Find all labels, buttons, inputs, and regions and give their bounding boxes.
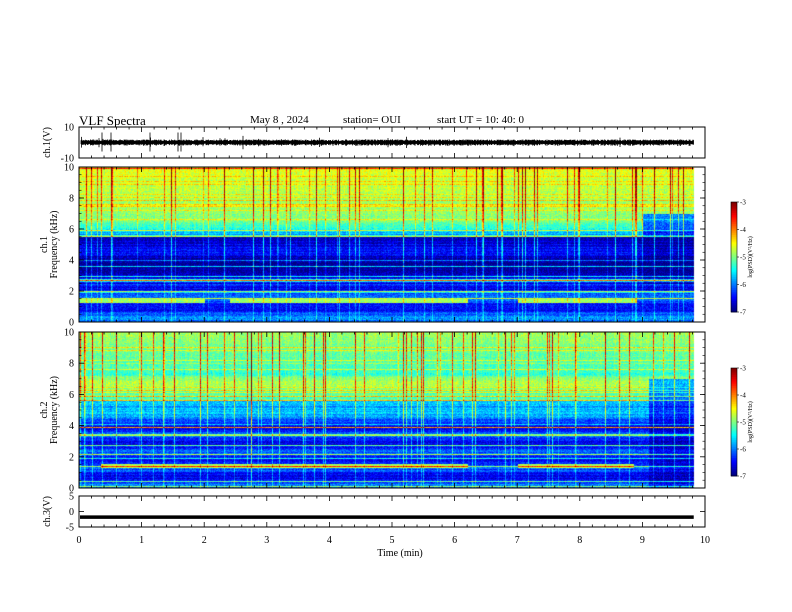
x-tick-label: 8 xyxy=(577,535,582,546)
x-tick-label: 5 xyxy=(390,535,395,546)
y-tick-label: -10 xyxy=(61,154,74,165)
ch2-colorbar-tick-label: -3 xyxy=(740,365,746,373)
ch1-colorbar-tick-label: -3 xyxy=(740,199,746,207)
y-tick-label: -5 xyxy=(66,523,74,534)
x-tick-label: 1 xyxy=(139,535,144,546)
start-time-label: start UT = 10: 40: 0 xyxy=(437,114,524,126)
y-tick-label: 4 xyxy=(69,421,74,432)
time-axis: 0 1 2 3 4 5 6 7 8 9 10 Time (min) xyxy=(77,535,711,559)
y-tick-label: 6 xyxy=(69,225,74,236)
y-tick-label: 0 xyxy=(69,507,74,518)
y-tick-label: 6 xyxy=(69,390,74,401)
ch2-colorbar-tick-label: -6 xyxy=(740,446,746,454)
ch1-colorbar-tick-label: -7 xyxy=(740,309,746,317)
ch2-colorbar-tick-label: -7 xyxy=(740,473,746,481)
x-tick-label: 3 xyxy=(264,535,269,546)
ch2-colorbar-tick-label: -5 xyxy=(740,419,746,427)
y-tick-label: 8 xyxy=(69,194,74,205)
ch1-trace xyxy=(80,132,694,152)
ch1-ylabel: ch.1(V) xyxy=(42,127,53,158)
y-tick-label: 0 xyxy=(69,484,74,495)
x-axis-label: Time (min) xyxy=(377,548,422,559)
ch1-colorbar-tick-label: -6 xyxy=(740,281,746,289)
ch1-spectrogram-panel: 0 2 4 6 8 10 ch.1 Frequency (kHz) xyxy=(39,163,706,329)
y-tick-label: 8 xyxy=(69,359,74,370)
y-tick-label: 10 xyxy=(64,328,74,339)
y-tick-label: 2 xyxy=(69,452,74,463)
ch2-colorbar-label: log(PSD)(V²/Hz) xyxy=(747,401,754,442)
chart-title: VLF Spectra xyxy=(79,113,146,128)
ch1-colorbar-tick-label: -4 xyxy=(740,226,746,234)
ch3-ylabel: ch.3(V) xyxy=(42,496,53,527)
ch2-spectrogram-ylabel: Frequency (kHz) xyxy=(49,376,60,444)
y-tick-label: 4 xyxy=(69,256,74,267)
x-tick-label: 10 xyxy=(700,535,710,546)
y-tick-label: 0 xyxy=(69,318,74,329)
ch1-colorbar: -3 -4 -5 -6 -7 log(PSD)(V²/Hz) xyxy=(730,199,754,317)
ch2-spectrogram-panel: 0 2 4 6 8 10 ch.2 Frequency (kHz) xyxy=(39,328,706,495)
ch1-colorbar-label: log(PSD)(V²/Hz) xyxy=(747,236,754,277)
station-label: station= OUI xyxy=(343,114,401,126)
x-tick-label: 9 xyxy=(640,535,645,546)
ch2-spectrogram-channel-label: ch.2 xyxy=(39,402,50,419)
x-tick-label: 0 xyxy=(77,535,82,546)
x-tick-label: 2 xyxy=(202,535,207,546)
ch1-waveform-panel: 10 -10 ch.1(V) xyxy=(42,123,706,165)
y-tick-label: 2 xyxy=(69,287,74,298)
ch2-colorbar: -3 -4 -5 -6 -7 log(PSD)(V²/Hz) xyxy=(730,365,754,481)
x-tick-label: 4 xyxy=(327,535,332,546)
ch1-spectrogram-channel-label: ch.1 xyxy=(39,236,50,253)
ch2-spectrogram-image xyxy=(79,332,705,488)
x-tick-label: 6 xyxy=(452,535,457,546)
ch2-colorbar-tick-label: -4 xyxy=(740,392,746,400)
y-tick-label: 5 xyxy=(69,492,74,503)
x-tick-label: 7 xyxy=(515,535,520,546)
ch1-spectrogram-ylabel: Frequency (kHz) xyxy=(49,210,60,278)
date-label: May 8 , 2024 xyxy=(250,114,309,126)
ch3-waveform-panel: 5 0 -5 ch.3(V) xyxy=(42,492,706,534)
y-tick-label: 10 xyxy=(64,123,74,134)
y-tick-label: 10 xyxy=(64,163,74,174)
ch1-spectrogram-image xyxy=(79,167,705,322)
ch1-colorbar-tick-label: -5 xyxy=(740,254,746,262)
